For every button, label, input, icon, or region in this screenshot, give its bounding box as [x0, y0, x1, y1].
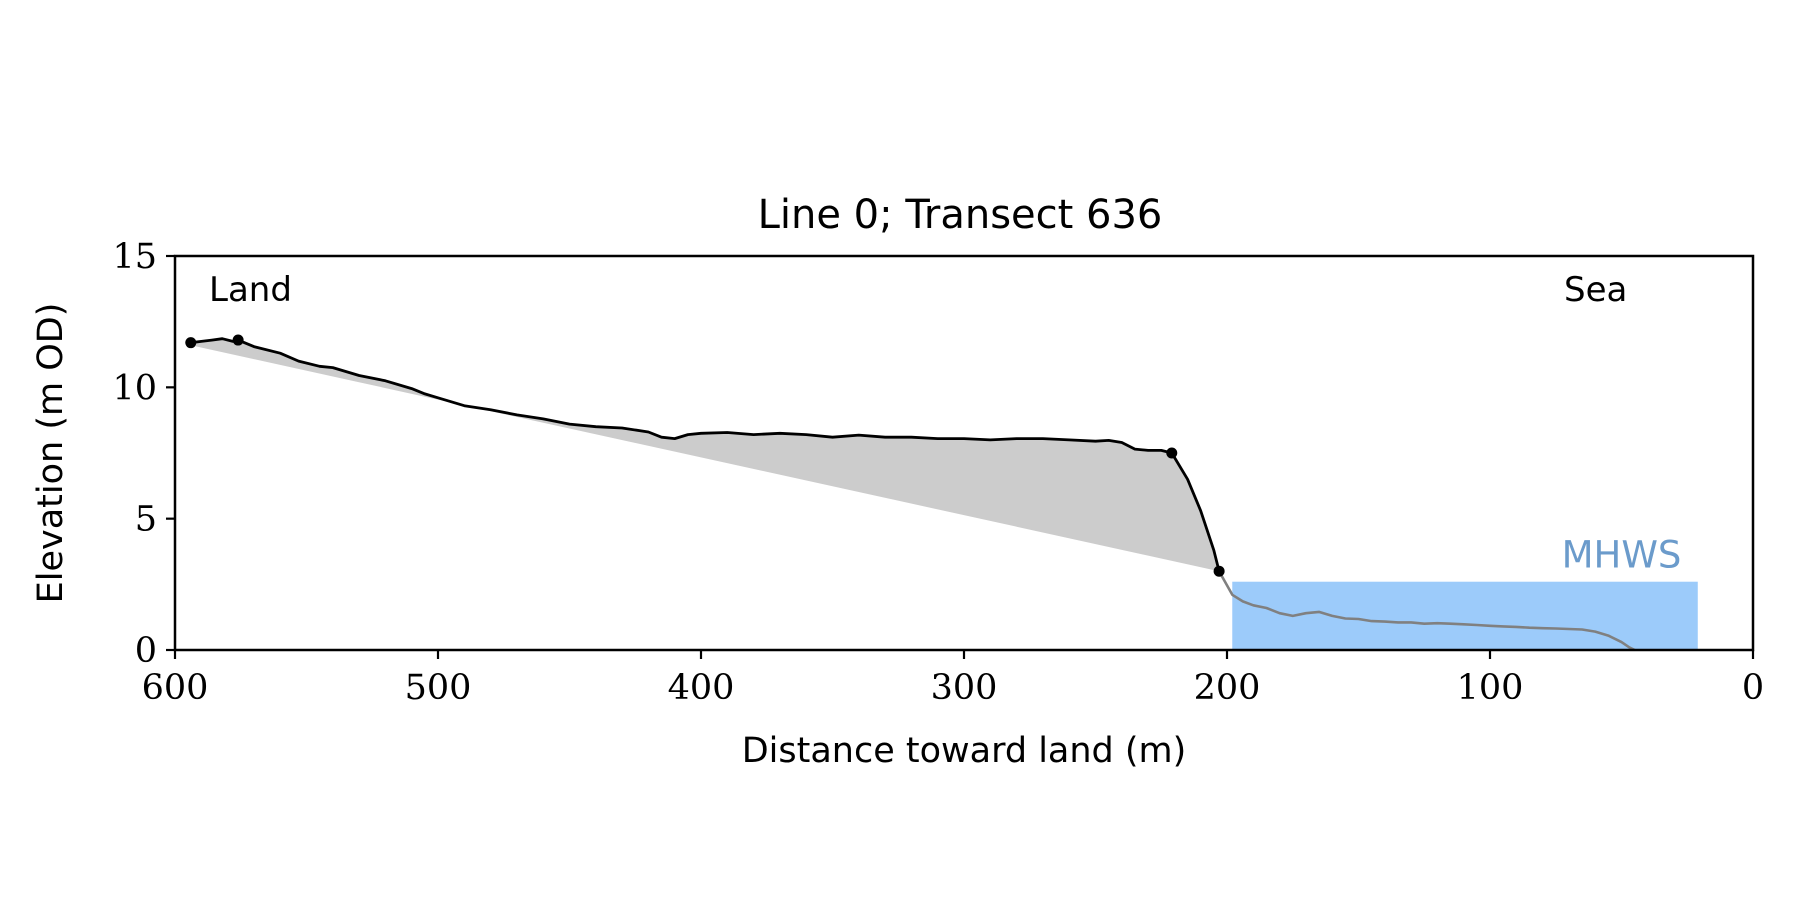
mhws-label: MHWS	[1562, 534, 1682, 577]
y-tick-label-15: 15	[112, 237, 157, 277]
seaward-profile-line	[1217, 570, 1636, 652]
profile-marker-3	[1213, 565, 1225, 577]
x-tick-label-0: 0	[1742, 668, 1764, 708]
x-tick-label-600: 600	[142, 668, 209, 708]
profile-marker-1	[232, 334, 244, 346]
x-tick-label-300: 300	[931, 668, 998, 708]
x-tick-label-100: 100	[1457, 668, 1524, 708]
y-tick-label-0: 0	[135, 631, 157, 671]
profile-marker-2	[1166, 447, 1178, 459]
axes: 600 500 400 300 200 100 0 0 5 10 15	[112, 237, 1764, 708]
x-tick-label-200: 200	[1194, 668, 1261, 708]
chart-title: Line 0; Transect 636	[758, 192, 1163, 238]
mhws-water-fill	[1232, 581, 1698, 650]
y-tick-label-5: 5	[135, 500, 157, 540]
plot-area	[185, 334, 1698, 652]
profile-marker-0	[185, 337, 197, 349]
sea-label: Sea	[1564, 270, 1627, 310]
profile-area-fill	[190, 338, 1220, 572]
profile-line	[190, 337, 1221, 572]
x-axis-label: Distance toward land (m)	[742, 731, 1187, 771]
x-tick-label-400: 400	[668, 668, 735, 708]
land-label: Land	[209, 270, 292, 310]
y-axis-label: Elevation (m OD)	[31, 303, 71, 604]
x-tick-label-500: 500	[405, 668, 472, 708]
y-tick-label-10: 10	[112, 368, 157, 408]
